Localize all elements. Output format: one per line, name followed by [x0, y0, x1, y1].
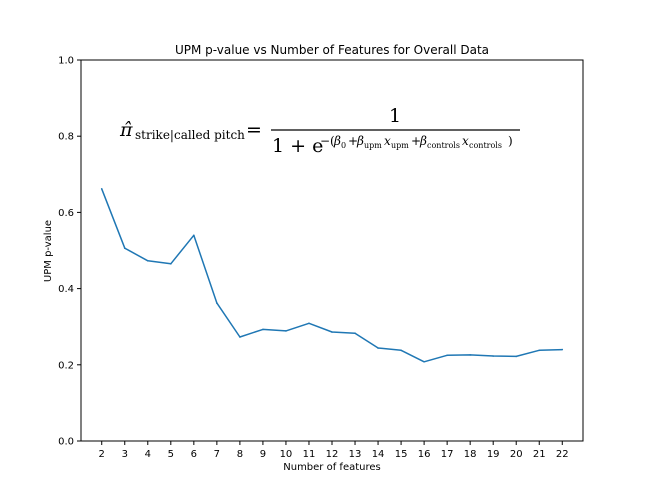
x-tick-label: 15 — [395, 449, 408, 460]
data-point — [400, 349, 402, 352]
formula-lhs-symbol: π̂ — [119, 119, 133, 141]
formula-x-upm-sub: upm — [391, 141, 409, 150]
data-point — [170, 263, 172, 265]
x-tick-label: 19 — [487, 449, 500, 460]
x-tick-label: 10 — [280, 449, 293, 460]
data-point — [561, 348, 564, 351]
data-point — [331, 331, 333, 333]
x-tick-label: 2 — [99, 449, 105, 460]
x-tick-label: 3 — [122, 449, 128, 460]
data-point — [262, 328, 264, 331]
data-point — [354, 332, 356, 334]
y-tick-label: 0.4 — [58, 284, 74, 295]
formula-beta0: β — [333, 134, 341, 148]
x-tick-label: 13 — [349, 449, 362, 460]
formula-x-upm: x — [384, 134, 391, 148]
formula-plus-1: + — [348, 134, 358, 148]
x-tick-label: 21 — [533, 449, 546, 460]
x-tick-label: 8 — [237, 449, 243, 460]
series-line — [101, 188, 563, 363]
formula-close-paren: ) — [508, 134, 513, 148]
formula-x-controls-sub: controls — [469, 141, 502, 150]
x-tick-label: 12 — [326, 449, 339, 460]
data-point — [492, 355, 494, 357]
x-tick-label: 20 — [510, 449, 523, 460]
formula-numerator: 1 — [389, 105, 401, 127]
formula-beta-upm: β — [356, 134, 364, 148]
x-tick-label: 14 — [372, 449, 385, 460]
data-point — [446, 354, 448, 357]
formula-beta-controls: β — [419, 134, 427, 148]
data-point — [285, 330, 287, 332]
formula-exp-minus: −( — [320, 134, 335, 148]
series-points — [100, 187, 564, 363]
y-tick-label: 0.2 — [58, 360, 74, 371]
y-tick-label: 0.8 — [58, 132, 74, 143]
data-point — [515, 355, 518, 358]
x-tick-label: 22 — [556, 449, 569, 460]
x-tick-label: 9 — [260, 449, 266, 460]
plot-frame — [80, 59, 584, 442]
x-tick-label: 11 — [303, 449, 316, 460]
formula-annotation: π̂ strike|called pitch = 1 1 + e −( β 0 … — [119, 105, 520, 157]
x-tick-label: 6 — [191, 449, 197, 460]
x-axis: 2 3 4 5 6 7 8 9 10 11 12 13 14 15 16 17 18 19 20 21 22 — [99, 441, 569, 460]
formula-denominator-base: 1 + e — [272, 135, 323, 157]
formula-plus-2: + — [411, 134, 421, 148]
x-tick-label: 18 — [464, 449, 477, 460]
data-point — [239, 336, 241, 338]
y-tick-label: 0.6 — [58, 208, 74, 219]
formula-beta-upm-sub: upm — [364, 141, 382, 150]
x-tick-label: 17 — [441, 449, 454, 460]
formula-beta-controls-sub: controls — [427, 141, 460, 150]
data-point — [100, 187, 103, 190]
formula-equals: = — [246, 119, 262, 141]
y-tick-label: 1.0 — [58, 56, 74, 67]
data-point — [193, 234, 195, 237]
data-point — [146, 259, 149, 262]
data-point — [308, 322, 310, 325]
data-point — [423, 360, 425, 363]
y-tick-label: 0.0 — [58, 437, 74, 448]
x-axis-label: Number of features — [283, 462, 380, 473]
data-point — [538, 349, 541, 352]
x-tick-label: 5 — [168, 449, 174, 460]
x-tick-label: 4 — [145, 449, 151, 460]
y-axis-label: UPM p-value — [43, 220, 54, 282]
x-tick-label: 7 — [214, 449, 220, 460]
data-point — [377, 347, 379, 349]
y-axis: 0.0 0.2 0.4 0.6 0.8 1.0 — [58, 56, 81, 448]
data-point — [123, 247, 126, 250]
data-point — [469, 354, 471, 356]
formula-beta0-sub: 0 — [341, 141, 346, 150]
chart-title: UPM p-value vs Number of Features for Ov… — [175, 43, 489, 57]
x-tick-label: 16 — [418, 449, 431, 460]
data-point — [216, 302, 218, 304]
formula-lhs-subscript: strike|called pitch — [135, 128, 245, 142]
formula-x-controls: x — [462, 134, 469, 148]
